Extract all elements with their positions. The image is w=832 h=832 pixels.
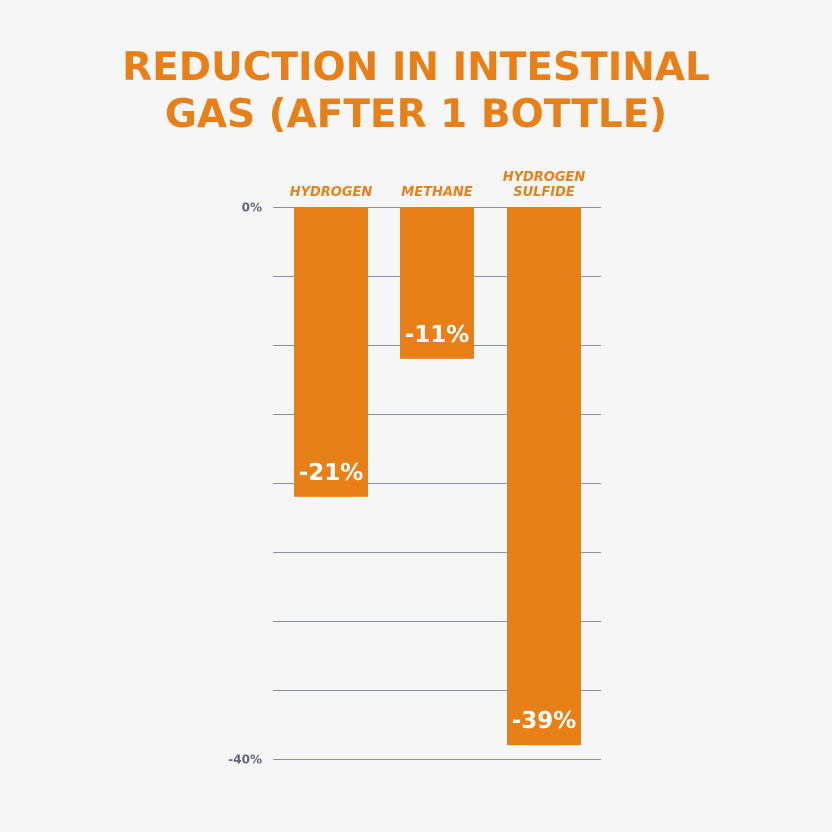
category-label: HYDROGEN <box>503 170 586 185</box>
bar-value-label: -21% <box>299 460 364 486</box>
chart-title: REDUCTION IN INTESTINAL GAS (AFTER 1 BOT… <box>0 44 832 138</box>
y-tick-label: 0% <box>242 201 262 215</box>
chart-title-line-2: GAS (AFTER 1 BOTTLE) <box>164 92 668 137</box>
y-tick-label: -40% <box>228 753 262 767</box>
y-tick-labels: 0% -40% <box>228 201 262 767</box>
chart-title-line-1: REDUCTION IN INTESTINAL <box>122 45 710 90</box>
data-labels: -21% -11% -39% <box>299 322 577 734</box>
bar <box>400 207 474 359</box>
bars <box>294 207 581 746</box>
bar-value-label: -39% <box>512 708 577 734</box>
bar-value-label: -11% <box>405 322 470 348</box>
category-label: HYDROGEN <box>290 185 373 200</box>
bar <box>294 207 368 497</box>
bar <box>507 207 581 746</box>
category-label: SULFIDE <box>513 185 575 200</box>
category-label: METHANE <box>401 185 473 200</box>
